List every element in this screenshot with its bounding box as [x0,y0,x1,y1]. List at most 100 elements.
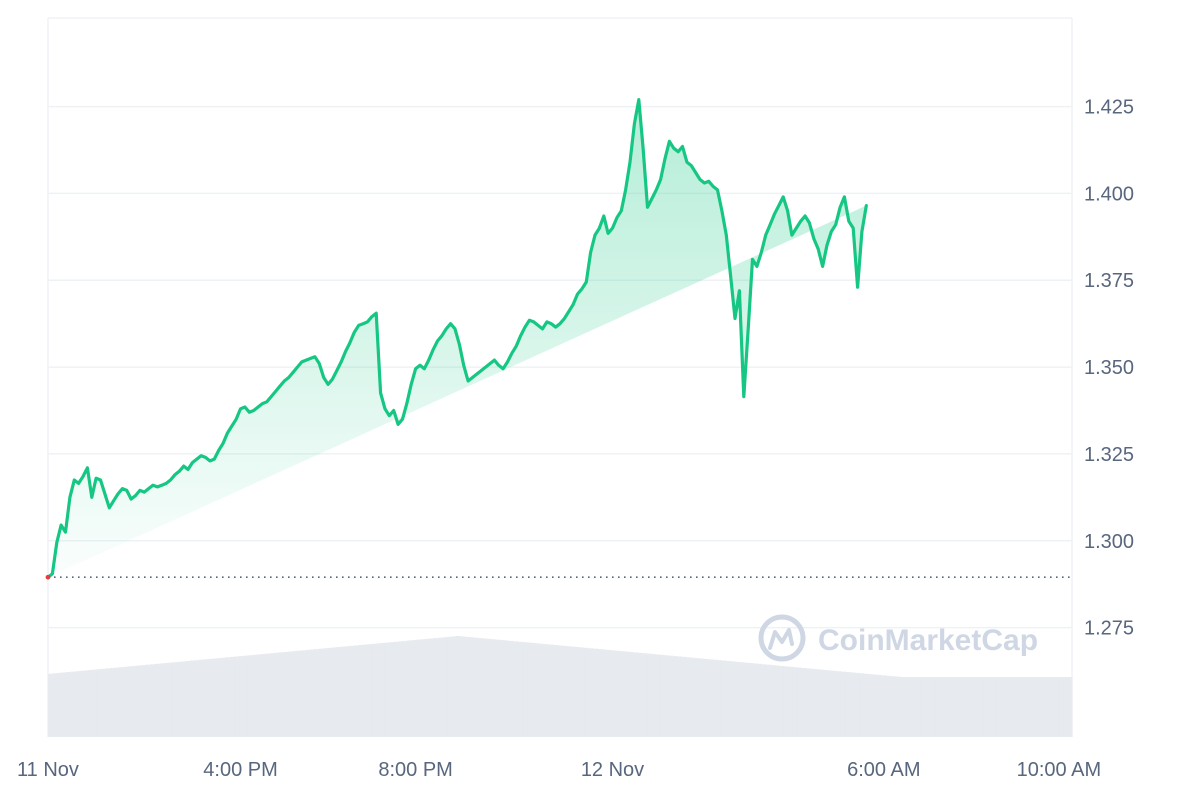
volume-bar [451,636,457,737]
volume-bar [845,672,851,737]
volume-bar [180,661,186,737]
volume-bar [65,672,71,737]
volume-bar [548,644,554,737]
volume-bar [650,654,656,737]
volume-bar [588,648,594,737]
y-tick-label: 1.300 [1084,531,1134,553]
volume-bar [628,651,634,737]
volume-bar [828,670,834,737]
volume-bar [814,669,820,737]
volume-bar [1067,677,1073,737]
volume-bar [198,659,204,737]
volume-bar [243,655,248,737]
volume-bar [540,643,545,737]
volume-bar [748,663,754,737]
volume-bar [269,653,275,737]
y-tick-label: 1.375 [1084,270,1134,292]
volume-bar [961,677,967,737]
volume-bar [101,668,107,737]
volume-bar [96,669,102,737]
volume-bar [854,672,860,737]
volume-bar [1049,677,1055,737]
volume-bar [393,641,399,737]
volume-bar [704,658,709,737]
volume-bar [726,661,732,737]
volume-bar [624,651,630,737]
volume-bar [274,652,279,737]
volume-bar [531,642,537,737]
volume-bar [469,637,474,737]
volume-bar [930,677,935,737]
x-tick-label: 6:00 AM [847,759,920,781]
volume-bar [987,677,993,737]
volume-bar [362,644,368,737]
volume-bar [544,644,550,737]
volume-bar [593,648,599,737]
volume-bar [1063,677,1068,737]
volume-bar [743,662,749,737]
volume-bar [637,652,643,737]
volume-bar [207,658,213,737]
volume-bar [956,677,962,737]
volume-bar [797,667,802,737]
volume-bar [850,672,856,737]
volume-bar [500,640,505,737]
volume-bar [154,663,160,737]
volume-bar [473,637,479,737]
volume-bar [1054,677,1060,737]
x-tick-label: 12 Nov [581,759,644,781]
x-tick-label: 11 Nov [17,759,79,781]
x-tick-label: 8:00 PM [378,759,452,781]
volume-bar [105,668,111,737]
volume-bar [398,641,404,737]
y-tick-label: 1.275 [1084,618,1134,640]
volume-bar [770,665,776,737]
volume-bar [52,673,58,737]
volume-bar [251,654,257,737]
volume-bar [1014,677,1020,737]
volume-bar [380,642,386,737]
volume-bar [176,661,182,737]
volume-bar [203,659,208,737]
volume-bar [983,677,989,737]
volume-bar [912,677,918,737]
volume-bar [841,671,847,737]
volume-bar [56,672,62,737]
volume-bar [407,640,412,737]
volume-bar [934,677,940,737]
volume-bar [801,667,807,737]
volume-bar [265,653,271,737]
volume-bar [792,667,798,737]
volume-bar [708,659,714,737]
volume-bar [606,649,612,737]
volume-bar [1009,677,1015,737]
volume-bar [872,674,878,737]
volume-bar [132,665,138,737]
volume-bar [730,661,736,737]
volume-bar [681,656,687,737]
volume-bar [597,649,603,737]
volume-bar [149,664,155,737]
volume-bar [646,653,652,737]
volume-bar [300,650,306,737]
volume-bar [890,676,896,737]
volume-bar [766,664,771,737]
x-tick-label: 10:00 AM [1017,759,1102,781]
volume-bar [1005,677,1011,737]
volume-bar [712,659,718,737]
volume-bar [371,643,377,737]
volume-bar [172,662,177,737]
volume-bar [717,660,723,737]
volume-bar [810,668,816,737]
volume-bar [553,645,559,737]
volume-bar [114,667,120,737]
volume-bar [278,652,284,737]
volume-bar [783,666,789,737]
volume-bar [322,648,328,737]
volume-bar [220,657,226,737]
volume-bar [779,665,785,737]
volume-bar [384,642,390,737]
volume-bar [216,658,222,737]
volume-bar [602,649,607,737]
